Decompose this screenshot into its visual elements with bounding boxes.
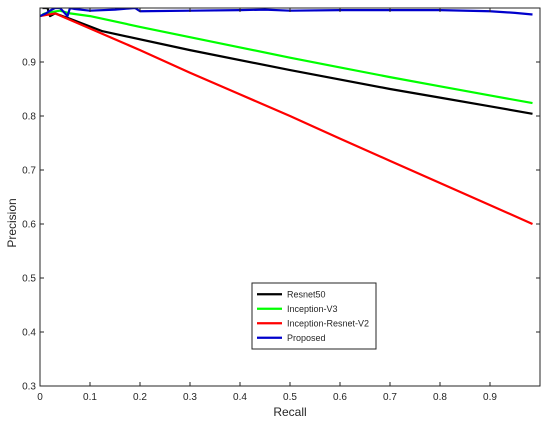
x-axis-label: Recall [273, 405, 306, 419]
series-line-inception-resnet-v2 [40, 12, 533, 226]
x-tick-label: 0.9 [483, 392, 497, 403]
x-tick-label: 0 [37, 392, 43, 403]
legend-label: Inception-Resnet-V2 [287, 318, 369, 328]
x-tick-label: 0.4 [233, 392, 247, 403]
x-tick-label: 0.2 [133, 392, 147, 403]
y-tick-label: 0.6 [22, 220, 36, 231]
x-tick-label: 0.7 [383, 392, 397, 403]
legend-label: Resnet50 [287, 289, 326, 299]
series-line-resnet50 [42, 8, 533, 115]
x-tick-label: 0.1 [83, 392, 97, 403]
x-tick-label: 0.6 [333, 392, 347, 403]
x-tick-label: 0.5 [283, 392, 297, 403]
legend-label: Proposed [287, 333, 326, 343]
y-tick-label: 0.9 [22, 58, 36, 69]
y-tick-label: 0.3 [22, 382, 36, 393]
y-tick-label: 0.4 [22, 328, 36, 339]
series-line-inception-v3 [42, 9, 533, 105]
legend-label: Inception-V3 [287, 304, 338, 314]
y-tick-label: 0.8 [22, 112, 36, 123]
y-tick-label: 0.7 [22, 166, 36, 177]
x-tick-label: 0.3 [183, 392, 197, 403]
y-tick-label: 0.5 [22, 274, 36, 285]
plot-area [40, 8, 533, 226]
series-line-proposed [40, 8, 533, 18]
y-axis-label: Precision [5, 198, 19, 247]
legend: Resnet50 Inception-V3 Inception-Resnet-V2 P… [251, 282, 377, 350]
x-tick-label: 0.8 [433, 392, 447, 403]
axes: 0 0.1 0.2 0.3 0.4 0.5 0.6 0.7 0.8 0.9 0.3 0.4 0.5 0.6… [22, 7, 541, 403]
